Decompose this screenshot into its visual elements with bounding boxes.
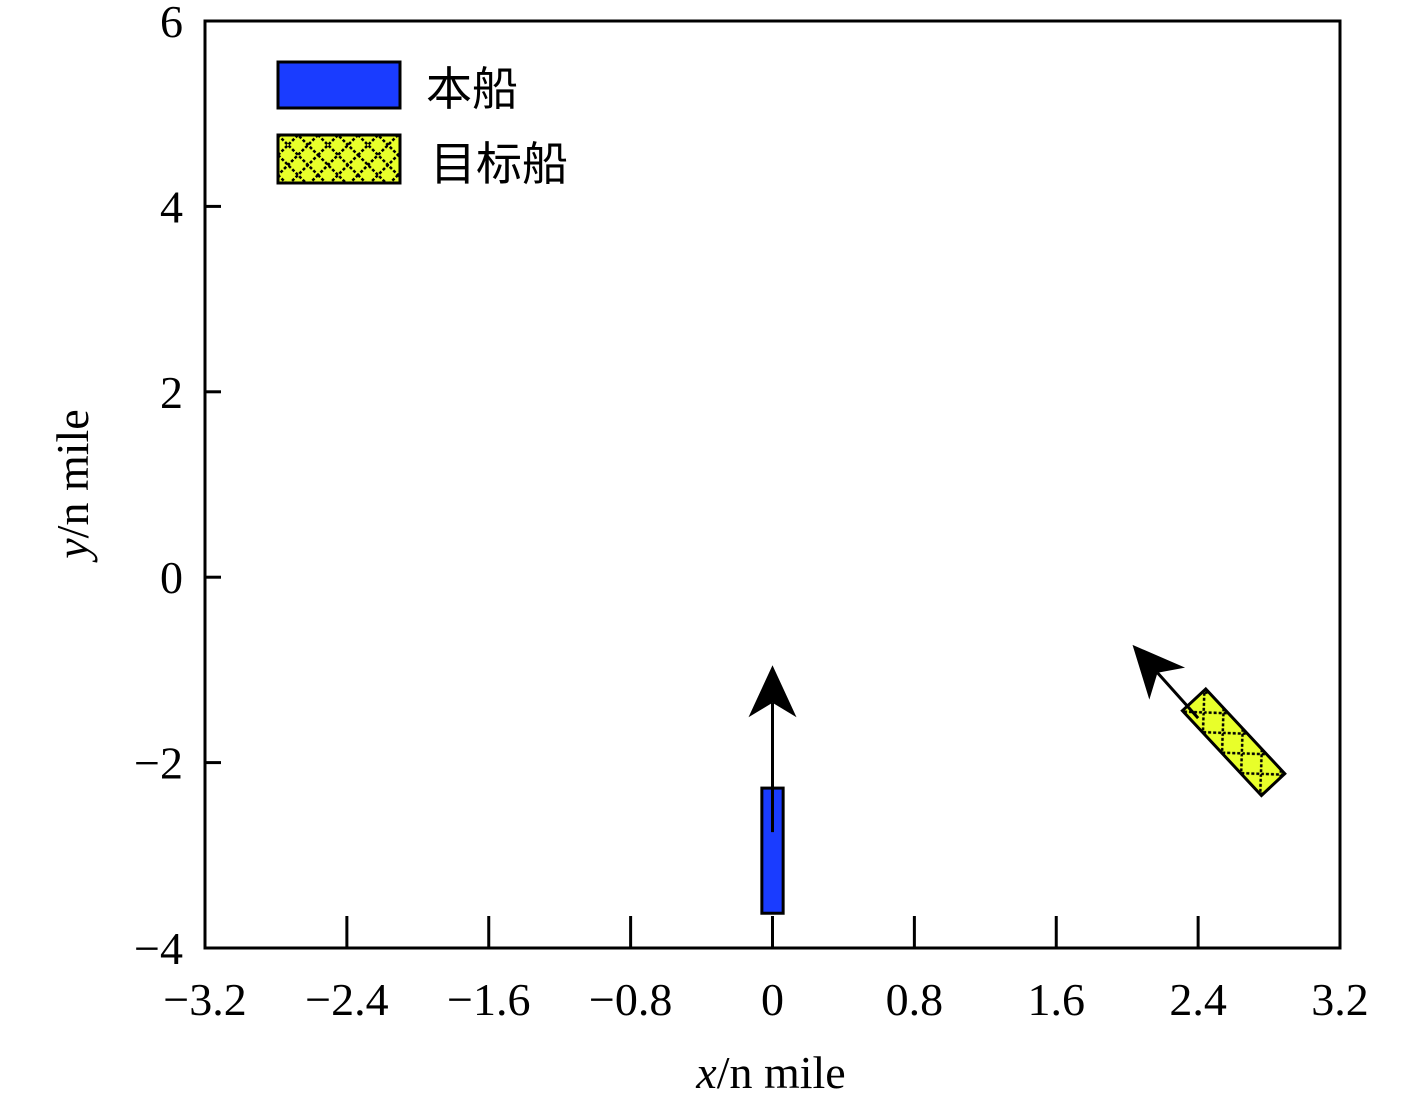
x-tick-label: −2.4 [305, 974, 388, 1025]
legend: 本船 目标船 [276, 60, 568, 191]
legend-swatch-target-ship [276, 133, 402, 185]
x-axis-var: x [695, 1047, 717, 1093]
y-tick-label: −2 [134, 738, 183, 789]
legend-swatch-own-ship [276, 60, 402, 110]
y-tick-label: 0 [160, 552, 183, 603]
x-tick-label: −0.8 [589, 974, 672, 1025]
x-tick-label: 1.6 [1028, 974, 1086, 1025]
y-tick-label: 2 [160, 367, 183, 418]
y-axis-unit: /n mile [47, 409, 98, 538]
x-axis-unit: /n mile [717, 1047, 846, 1093]
x-axis-label: x/n mile [695, 1047, 845, 1093]
target-ship-heading-line [1156, 671, 1200, 720]
y-axis-ticks: −4 −2 0 2 4 6 [134, 0, 221, 974]
x-tick-label: −3.2 [163, 974, 246, 1025]
target-ship-heading-arrowhead [1132, 644, 1186, 700]
y-axis-label: y/n mile [47, 409, 98, 562]
ship-marks [748, 644, 1287, 915]
y-axis-var: y [47, 538, 98, 563]
x-axis-ticks: −3.2 −2.4 −1.6 −0.8 0 0.8 1.6 2.4 3.2 [163, 916, 1369, 1025]
x-tick-label: −1.6 [447, 974, 530, 1025]
x-tick-label: 2.4 [1169, 974, 1227, 1025]
y-tick-label: −4 [134, 923, 183, 974]
legend-label-target-ship: 目标船 [430, 137, 568, 191]
target-ship-body [1180, 686, 1287, 798]
y-tick-label: 4 [160, 181, 183, 232]
y-tick-label: 6 [160, 0, 183, 47]
legend-label-own-ship: 本船 [426, 62, 518, 116]
own-ship-heading-arrowhead [748, 665, 797, 718]
x-tick-label: 0 [761, 974, 784, 1025]
x-tick-label: 0.8 [886, 974, 944, 1025]
x-tick-label: 3.2 [1311, 974, 1369, 1025]
